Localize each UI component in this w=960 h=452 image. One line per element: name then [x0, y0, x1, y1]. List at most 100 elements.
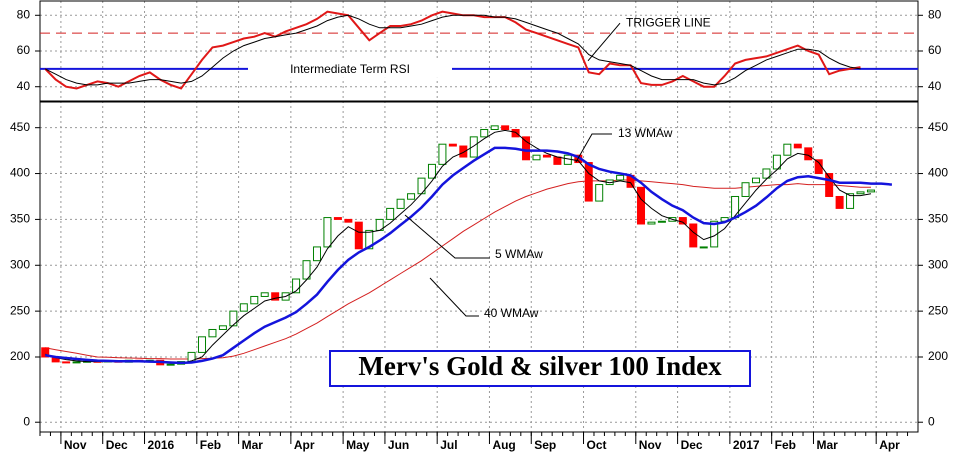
y-tick-label: 350 — [10, 212, 30, 226]
candle — [459, 145, 468, 158]
x-tick-label: May — [346, 438, 370, 452]
y-tick-label: 0 — [23, 414, 30, 428]
series-label: 13 WMAw — [618, 126, 673, 140]
y-tick-label: 40 — [928, 79, 942, 93]
x-tick-label: Jul — [440, 438, 457, 452]
x-tick-label: Apr — [879, 438, 900, 452]
annotation: TRIGGER LINE — [626, 15, 711, 29]
candle — [751, 177, 760, 184]
y-tick-label: 200 — [928, 349, 948, 363]
x-tick-label: Mar — [816, 438, 838, 452]
candle — [699, 246, 708, 249]
candle — [741, 182, 750, 197]
chart-title: Merv's Gold & silver 100 Index — [358, 351, 722, 381]
candle — [427, 163, 436, 179]
candle — [229, 310, 238, 327]
candle — [647, 221, 656, 225]
leader-line — [575, 133, 612, 163]
candle — [689, 223, 698, 248]
candle — [407, 193, 416, 200]
series-label: 5 WMAw — [495, 247, 543, 261]
y-tick-label: 60 — [928, 43, 942, 57]
candle — [323, 217, 332, 248]
candle — [532, 154, 541, 161]
candle — [166, 363, 175, 366]
candle — [678, 217, 687, 225]
y-tick-label: 80 — [17, 7, 31, 21]
x-tick-label: Nov — [64, 438, 87, 452]
x-tick-label: 2017 — [733, 438, 760, 452]
candle — [595, 184, 604, 202]
y-tick-label: 400 — [928, 166, 948, 180]
x-tick-label: Feb — [200, 438, 221, 452]
series-label: 40 WMAw — [484, 306, 539, 320]
candle — [772, 154, 781, 170]
x-tick-label: Apr — [294, 438, 315, 452]
x-tick-label: 2016 — [148, 438, 175, 452]
y-tick-label: 60 — [17, 43, 31, 57]
x-tick-label: Feb — [775, 438, 796, 452]
candle — [657, 220, 666, 223]
title-box — [329, 350, 751, 387]
candle — [72, 361, 81, 364]
rsi-line — [44, 14, 861, 86]
y-tick-label: 300 — [928, 257, 948, 271]
x-tick-label: Dec — [106, 438, 128, 452]
candle — [584, 162, 593, 202]
candle — [218, 325, 227, 330]
candle — [511, 129, 520, 138]
candle — [731, 195, 740, 219]
candle — [710, 220, 719, 248]
candle — [522, 136, 531, 161]
ma-line — [45, 179, 871, 360]
x-tick-label: Sep — [534, 438, 556, 452]
candle — [198, 336, 207, 353]
y-tick-label: 0 — [928, 414, 935, 428]
y-tick-label: 80 — [928, 7, 942, 21]
candle — [501, 125, 510, 131]
candle — [616, 174, 625, 181]
candle — [835, 195, 844, 209]
label-bg — [248, 59, 452, 78]
candle — [312, 246, 321, 262]
y-tick-label: 450 — [10, 120, 30, 134]
candle — [292, 278, 301, 294]
y-tick-label: 450 — [928, 120, 948, 134]
candle — [333, 217, 342, 220]
y-tick-label: 250 — [928, 303, 948, 317]
y-tick-label: 400 — [10, 166, 30, 180]
rsi-line — [44, 10, 861, 90]
candle — [469, 136, 478, 158]
leader-line — [429, 277, 479, 317]
x-tick-label: Nov — [639, 438, 662, 452]
candle — [762, 168, 771, 179]
candle — [793, 143, 802, 149]
candle — [804, 147, 813, 161]
annotation: Intermediate Term RSI — [290, 62, 410, 76]
x-tick-label: Aug — [492, 438, 515, 452]
candle — [542, 154, 551, 158]
candle — [302, 260, 311, 280]
candle — [438, 143, 447, 165]
candle — [41, 347, 50, 358]
leader-line — [404, 214, 490, 259]
candle — [271, 292, 280, 301]
x-tick-label: Dec — [681, 438, 703, 452]
price-frame — [39, 101, 919, 433]
candle — [480, 129, 489, 138]
candle — [386, 207, 395, 220]
candle — [783, 143, 792, 156]
x-tick-label: Mar — [242, 438, 264, 452]
y-tick-label: 40 — [17, 79, 31, 93]
candle — [239, 303, 248, 312]
candle — [856, 191, 865, 195]
ma-line — [44, 146, 893, 365]
y-tick-label: 250 — [10, 303, 30, 317]
x-tick-label: Jun — [388, 438, 409, 452]
candle — [866, 189, 875, 193]
x-tick-label: Oct — [587, 438, 607, 452]
y-tick-label: 350 — [928, 212, 948, 226]
candle — [448, 143, 457, 147]
candle — [825, 173, 834, 197]
